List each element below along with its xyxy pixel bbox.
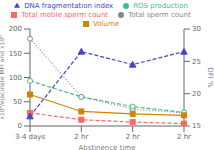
html-text:Total motile sperm count: Total motile sperm count xyxy=(21,11,109,19)
svg-text:150: 150 xyxy=(9,50,22,58)
svg-text:100: 100 xyxy=(9,74,22,82)
html-text:DNA fragmentation index: DNA fragmentation index xyxy=(24,2,114,10)
svg-text:30: 30 xyxy=(192,25,201,33)
svg-text:Abstinence time: Abstinence time xyxy=(79,144,136,150)
svg-text:50: 50 xyxy=(13,98,22,106)
svg-text:2 hr: 2 hr xyxy=(74,133,88,141)
html-text:ROS production: ROS production xyxy=(133,2,188,10)
svg-text:x10⁶/ejaculate MFI and x10⁶: x10⁶/ejaculate MFI and x10⁶ xyxy=(0,35,6,120)
svg-text:0: 0 xyxy=(18,122,22,130)
svg-text:DFI %: DFI % xyxy=(206,67,214,88)
svg-text:2 hr: 2 hr xyxy=(177,133,191,141)
svg-text:25: 25 xyxy=(192,58,201,66)
svg-text:3-4 days: 3-4 days xyxy=(15,133,46,141)
html-text:Total sperm count: Total sperm count xyxy=(128,11,191,19)
html-text:Volume: Volume xyxy=(93,20,119,28)
svg-text:15: 15 xyxy=(192,122,201,130)
svg-text:2 hr: 2 hr xyxy=(126,133,140,141)
svg-text:200: 200 xyxy=(9,25,22,33)
svg-text:20: 20 xyxy=(192,90,201,98)
